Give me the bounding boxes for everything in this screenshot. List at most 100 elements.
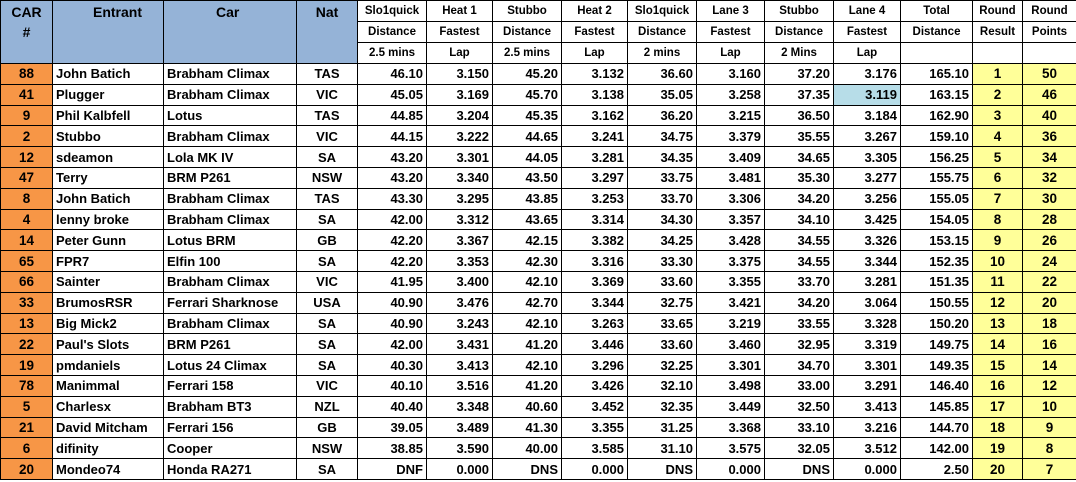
slo1quick-distance-1-cell: 39.05 xyxy=(357,416,427,439)
nationality-cell: NSW xyxy=(296,437,358,460)
heat2-fastest-lap-cell: 3.446 xyxy=(561,333,628,356)
car-number-cell: 2 xyxy=(0,125,53,148)
heat2-fastest-lap-cell: 3.138 xyxy=(561,83,628,106)
car-number-cell: 65 xyxy=(0,250,53,272)
lane4-fastest-lap-cell: 3.176 xyxy=(833,63,901,85)
table-row: 2 Stubbo Brabham Climax VIC 44.15 3.222 44.65 3… xyxy=(0,125,1076,148)
table-row: 66 Sainter Brabham Climax VIC 41.95 3.400 42.1… xyxy=(0,270,1076,293)
stubbo-distance-2-cell: 34.55 xyxy=(764,250,834,272)
heat1-fastest-lap-cell: 3.222 xyxy=(426,125,493,148)
stubbo-distance-2-cell: 35.55 xyxy=(764,125,834,148)
col-header: Round xyxy=(972,0,1023,22)
round-points-cell: 32 xyxy=(1022,166,1076,189)
slo1quick-distance-1-cell: 46.10 xyxy=(357,63,427,85)
stubbo-distance-1-cell: 42.70 xyxy=(492,291,562,314)
table-row: 88 John Batich Brabham Climax TAS 46.10 3.150… xyxy=(0,63,1076,85)
car-number-cell: 6 xyxy=(0,437,53,460)
car-number-cell: 14 xyxy=(0,229,53,252)
nationality-cell: TAS xyxy=(296,104,358,127)
lane4-fastest-lap-cell: 3.277 xyxy=(833,166,901,189)
round-points-cell: 20 xyxy=(1022,291,1076,314)
entrant-name-cell: Big Mick2 xyxy=(52,312,164,335)
round-result-cell: 18 xyxy=(972,416,1023,439)
car-number-cell: 41 xyxy=(0,83,53,106)
entrant-name-cell: John Batich xyxy=(52,187,164,210)
round-points-cell: 28 xyxy=(1022,208,1076,231)
col-subheader: Distance xyxy=(357,21,427,43)
col-unit: 2.5 mins xyxy=(357,42,427,64)
total-distance-cell: 150.55 xyxy=(900,291,973,314)
slo1quick-distance-2-cell: 31.25 xyxy=(627,416,697,439)
stubbo-distance-2-cell: 34.10 xyxy=(764,208,834,231)
lane3-fastest-lap-cell: 3.428 xyxy=(696,229,765,252)
heat2-fastest-lap-cell: 3.585 xyxy=(561,437,628,460)
lane4-fastest-lap-cell: 0.000 xyxy=(833,458,901,480)
lane3-fastest-lap-cell: 3.409 xyxy=(696,146,765,168)
stubbo-distance-2-cell: 36.50 xyxy=(764,104,834,127)
round-points-cell: 9 xyxy=(1022,416,1076,439)
lane4-fastest-lap-cell: 3.413 xyxy=(833,395,901,418)
round-points-cell: 16 xyxy=(1022,333,1076,356)
table-row: 21 David Mitcham Ferrari 156 GB 39.05 3.489 41… xyxy=(0,416,1076,439)
total-distance-cell: 155.75 xyxy=(900,166,973,189)
stubbo-distance-1-cell: 40.60 xyxy=(492,395,562,418)
stubbo-distance-1-cell: 42.10 xyxy=(492,270,562,293)
slo1quick-distance-2-cell: 36.20 xyxy=(627,104,697,127)
round-result-cell: 16 xyxy=(972,374,1023,397)
car-model-cell: Brabham Climax xyxy=(163,83,297,106)
heat1-fastest-lap-cell: 3.169 xyxy=(426,83,493,106)
round-points-cell: 22 xyxy=(1022,270,1076,293)
heat1-fastest-lap-cell: 3.489 xyxy=(426,416,493,439)
round-result-cell: 17 xyxy=(972,395,1023,418)
heat1-fastest-lap-cell: 3.301 xyxy=(426,146,493,168)
col-header: Stubbo xyxy=(764,0,834,22)
car-header: Car xyxy=(163,0,297,64)
col-subheader: Result xyxy=(972,21,1023,43)
col-unit: 2 mins xyxy=(627,42,697,64)
heat2-fastest-lap-cell: 3.132 xyxy=(561,63,628,85)
slo1quick-distance-2-cell: 34.75 xyxy=(627,125,697,148)
nationality-cell: VIC xyxy=(296,374,358,397)
heat1-fastest-lap-cell: 3.431 xyxy=(426,333,493,356)
round-points-cell: 26 xyxy=(1022,229,1076,252)
lane4-fastest-lap-cell: 3.256 xyxy=(833,187,901,210)
heat2-fastest-lap-cell: 3.263 xyxy=(561,312,628,335)
car-model-cell: BRM P261 xyxy=(163,333,297,356)
heat2-fastest-lap-cell: 3.297 xyxy=(561,166,628,189)
car-model-cell: Brabham Climax xyxy=(163,125,297,148)
entrant-name-cell: sdeamon xyxy=(52,146,164,168)
col-header: Slo1quick xyxy=(357,0,427,22)
slo1quick-distance-2-cell: 33.65 xyxy=(627,312,697,335)
stubbo-distance-1-cell: 44.65 xyxy=(492,125,562,148)
col-subheader: Distance xyxy=(900,21,973,43)
col-header: Heat 2 xyxy=(561,0,628,22)
total-distance-cell: 149.35 xyxy=(900,354,973,376)
slo1quick-distance-2-cell: 33.60 xyxy=(627,270,697,293)
slo1quick-distance-1-cell: 44.85 xyxy=(357,104,427,127)
lane3-fastest-lap-cell: 3.160 xyxy=(696,63,765,85)
slo1quick-distance-2-cell: DNS xyxy=(627,458,697,480)
car-model-cell: BRM P261 xyxy=(163,166,297,189)
col-unit: Lap xyxy=(833,42,901,64)
nationality-cell: NZL xyxy=(296,395,358,418)
stubbo-distance-1-cell: 42.15 xyxy=(492,229,562,252)
round-points-cell: 30 xyxy=(1022,187,1076,210)
col-unit: Lap xyxy=(561,42,628,64)
col-unit: 2 Mins xyxy=(764,42,834,64)
nationality-cell: VIC xyxy=(296,125,358,148)
col-unit: Lap xyxy=(696,42,765,64)
slo1quick-distance-1-cell: 40.30 xyxy=(357,354,427,376)
slo1quick-distance-2-cell: 34.35 xyxy=(627,146,697,168)
car-model-cell: Honda RA271 xyxy=(163,458,297,480)
stubbo-distance-2-cell: 34.70 xyxy=(764,354,834,376)
lane3-fastest-lap-cell: 0.000 xyxy=(696,458,765,480)
nationality-cell: GB xyxy=(296,229,358,252)
col-header: Round xyxy=(1022,0,1076,22)
entrant-name-cell: Phil Kalbfell xyxy=(52,104,164,127)
col-header: Lane 3 xyxy=(696,0,765,22)
nationality-cell: SA xyxy=(296,208,358,231)
stubbo-distance-2-cell: 32.50 xyxy=(764,395,834,418)
total-distance-cell: 159.10 xyxy=(900,125,973,148)
table-row: 19 pmdaniels Lotus 24 Climax SA 40.30 3.413 42… xyxy=(0,354,1076,376)
